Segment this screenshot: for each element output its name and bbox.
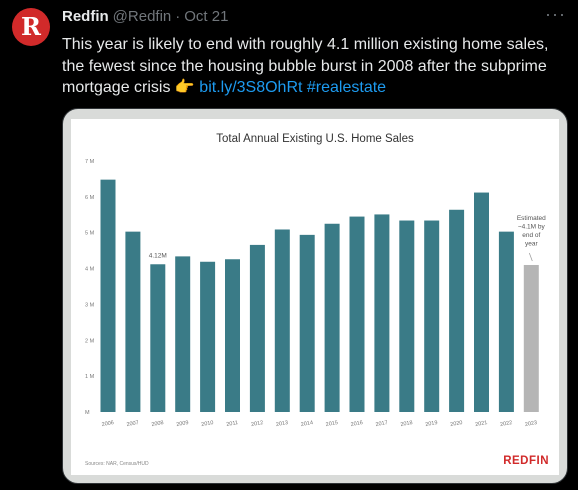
x-tick-label: 2013	[276, 420, 289, 428]
x-tick-label: 2017	[375, 420, 388, 428]
bar-2013	[274, 229, 290, 412]
chart-card: Total Annual Existing U.S. Home Sales M 1 …	[71, 119, 559, 475]
x-tick-label: 2021	[475, 420, 488, 428]
bar-chart: Total Annual Existing U.S. Home Sales M 1 …	[85, 133, 549, 467]
bar-2015	[324, 223, 340, 412]
bar-2012	[249, 244, 265, 412]
y-tick-label: M	[85, 410, 90, 416]
x-tick-label: 2023	[525, 420, 538, 428]
x-tick-label: 2011	[226, 420, 239, 428]
hashtag-link[interactable]: #realestate	[306, 79, 387, 96]
x-tick-label: 2018	[400, 420, 413, 428]
annotation-estimated: Estimated ~4.1M by end of year	[517, 215, 546, 248]
bar-2017	[374, 214, 390, 412]
x-tick-label: 2020	[450, 420, 463, 428]
bar-2020	[449, 209, 465, 412]
bar-2014	[299, 234, 315, 412]
handle[interactable]: @Redfin	[112, 8, 172, 25]
tweet-header: Redfin @Redfin · Oct 21	[62, 8, 228, 25]
x-tick-label: 2015	[325, 420, 338, 428]
bar-2023	[523, 264, 539, 412]
separator: ·	[175, 8, 181, 25]
annotation-2008: 4.12M	[149, 252, 167, 259]
y-tick-label: 3 M	[85, 302, 95, 308]
tweet-date[interactable]: Oct 21	[184, 8, 229, 25]
bar-2011	[225, 259, 240, 412]
annotation-leader-line	[528, 252, 533, 262]
display-name[interactable]: Redfin	[62, 8, 109, 25]
tweet-media[interactable]: Total Annual Existing U.S. Home Sales M 1 …	[62, 108, 568, 484]
bar-2006	[100, 179, 116, 412]
bar-2018	[399, 220, 415, 412]
bar-2009	[175, 256, 191, 412]
pointing-right-icon: 👉	[174, 79, 195, 96]
y-tick-label: 5 M	[85, 231, 95, 237]
redfin-logo-icon: R	[21, 12, 41, 41]
bar-2016	[349, 216, 365, 412]
bar-2021	[474, 192, 489, 412]
y-tick-label: 6 M	[85, 195, 95, 201]
more-options-icon[interactable]: ···	[545, 4, 566, 24]
x-tick-label: 2007	[126, 420, 139, 428]
tweet-link[interactable]: bit.ly/3S8OhRt	[199, 79, 303, 96]
tweet-text: This year is likely to end with roughly …	[62, 34, 568, 99]
x-tick-label: 2019	[425, 420, 438, 428]
bar-2019	[424, 220, 440, 412]
chart-source: Sources: NAR, Census/HUD	[85, 461, 149, 467]
bar-2007	[125, 231, 141, 412]
x-tick-label: 2010	[201, 420, 214, 428]
bar-2022	[498, 231, 514, 412]
y-tick-label: 1 M	[85, 374, 95, 380]
avatar[interactable]: R	[12, 8, 50, 46]
bar-2008	[150, 264, 166, 412]
x-tick-label: 2008	[151, 420, 164, 428]
y-tick-label: 2 M	[85, 338, 95, 344]
x-tick-label: 2022	[500, 420, 513, 428]
bar-2010	[200, 261, 216, 412]
y-tick-label: 4 M	[85, 267, 95, 273]
x-tick-label: 2016	[350, 420, 363, 428]
chart-title: Total Annual Existing U.S. Home Sales	[216, 133, 414, 145]
x-tick-label: 2012	[251, 420, 264, 428]
redfin-wordmark: REDFIN	[503, 455, 549, 467]
x-tick-label: 2006	[101, 420, 114, 428]
y-tick-label: 7 M	[85, 159, 95, 165]
x-tick-label: 2014	[300, 420, 313, 428]
tweet-body-text: This year is likely to end with roughly …	[62, 36, 549, 96]
x-tick-label: 2009	[176, 420, 189, 428]
